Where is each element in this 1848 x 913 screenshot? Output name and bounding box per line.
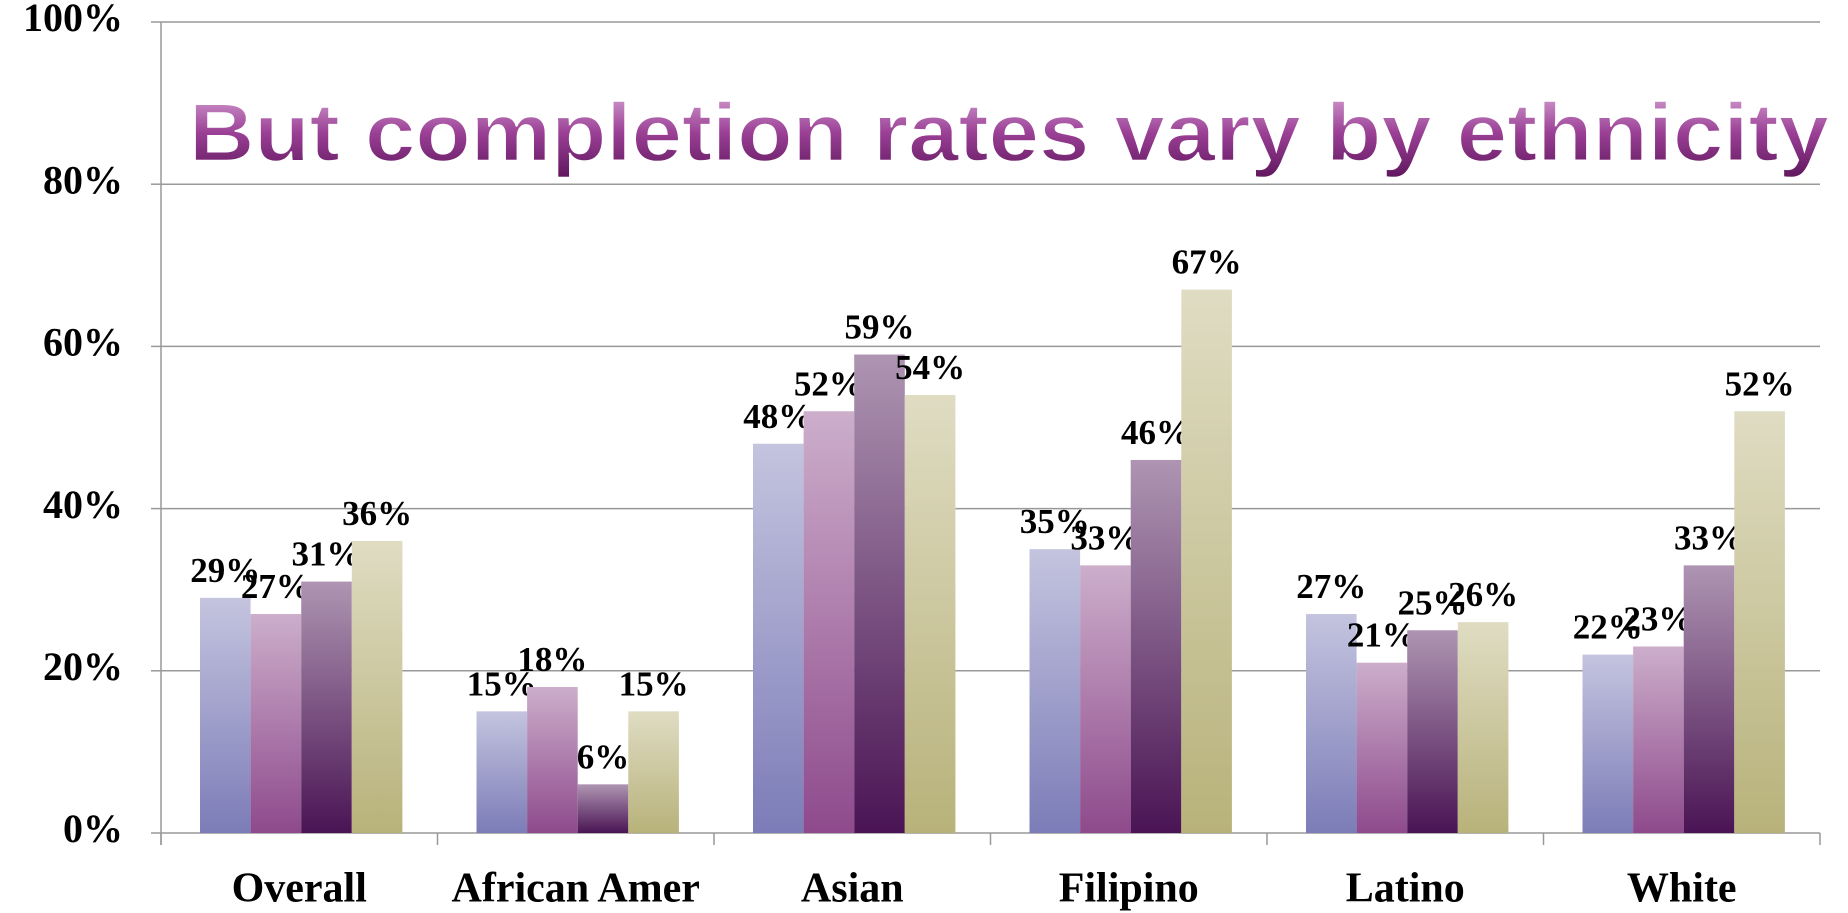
bar [1683,565,1735,833]
x-tick-label: Asian [801,866,904,912]
chart-title: But completion rates vary by ethnicity [189,88,1829,179]
bar [628,711,679,833]
value-label: 21% [1347,616,1417,655]
bar [1356,662,1408,833]
bar [351,541,403,833]
value-label: 23% [1623,600,1693,639]
value-label: 59% [845,308,915,347]
y-tick-label: 80% [43,157,123,202]
value-label: 46% [1121,413,1191,452]
value-label: 67% [1172,243,1242,282]
value-label: 31% [292,535,362,574]
bar [854,354,905,833]
value-label: 36% [342,494,412,533]
bar [753,443,804,833]
bar [1080,565,1131,833]
value-label: 27% [241,567,311,606]
bar [803,411,855,833]
bar [904,395,956,833]
bar [476,711,528,833]
value-label: 29% [190,551,260,590]
value-label: 15% [619,664,689,703]
value-label: 52% [1725,364,1795,403]
bar [577,784,629,833]
bar [200,597,251,833]
x-tick-label: Overall [232,866,367,912]
value-label: 27% [1296,567,1366,606]
bar [1181,289,1232,833]
value-label: 54% [895,348,965,387]
value-label: 48% [743,397,813,436]
y-tick-label: 40% [43,482,123,527]
x-tick-label: Filipino [1059,866,1199,912]
value-label: 22% [1573,608,1643,647]
value-label: 6% [577,737,630,776]
bar [1582,654,1634,833]
value-label: 35% [1020,502,1090,541]
value-label: 33% [1070,518,1140,557]
value-label: 15% [467,664,537,703]
bar [250,614,302,833]
bar [1457,622,1509,833]
value-label: 26% [1448,575,1518,614]
bar [1407,630,1458,833]
y-tick-label: 20% [43,644,123,689]
bar [1029,549,1081,833]
x-tick-label: Latino [1346,866,1465,912]
y-tick-label: 100% [23,0,123,40]
value-label: 33% [1674,518,1744,557]
bar [1130,459,1182,833]
bar [1633,646,1684,833]
bar [527,687,578,833]
value-label: 52% [794,364,864,403]
bar [301,581,352,833]
y-tick-label: 60% [43,320,123,365]
x-tick-label: African Amer [452,866,700,912]
y-tick-label: 0% [63,806,123,851]
bar [1734,411,1785,833]
x-tick-label: White [1627,866,1737,912]
value-label: 25% [1398,583,1468,622]
bar [1306,614,1357,833]
value-label: 18% [517,640,587,679]
